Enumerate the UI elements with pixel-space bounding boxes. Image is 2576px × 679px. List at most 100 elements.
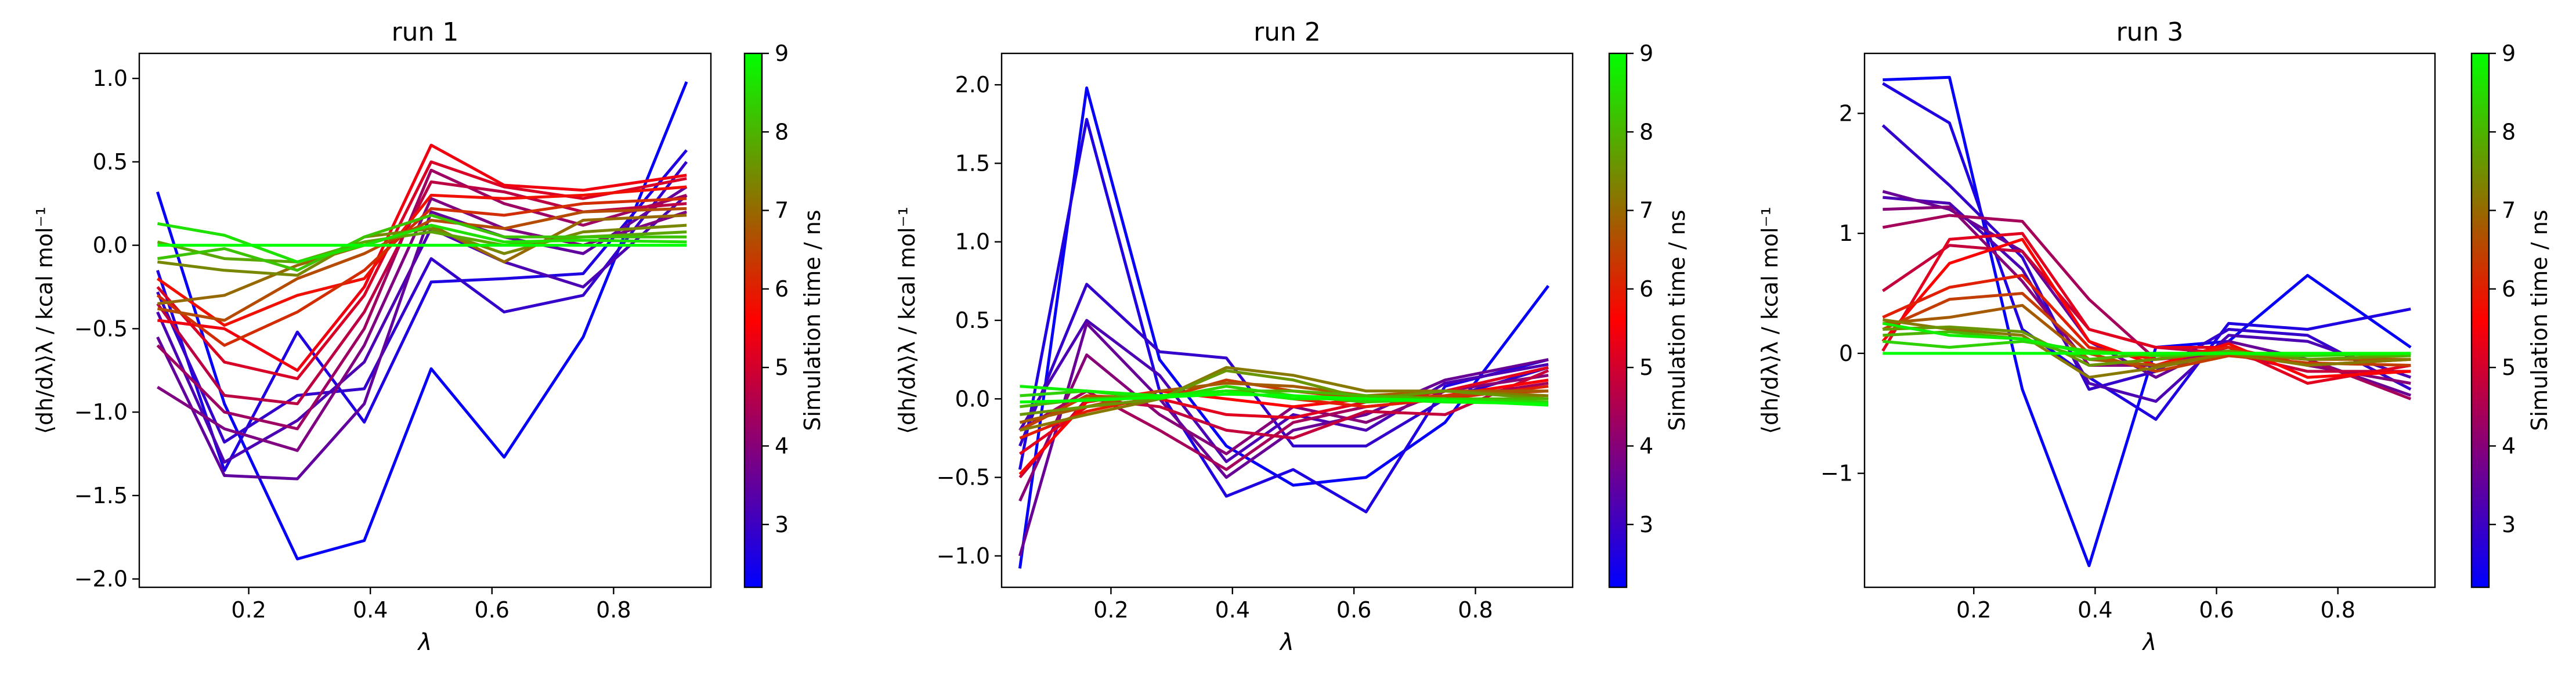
series-line-14 <box>1883 318 2411 379</box>
y-axis-label: ⟨dh/dλ⟩λ / kcal mol⁻¹ <box>894 207 920 434</box>
colorbar-tick-label: 6 <box>1639 276 1653 302</box>
colorbar-tick-label: 5 <box>775 355 789 380</box>
y-tick-label: 1.0 <box>93 66 128 91</box>
x-tick-label: 0.2 <box>1093 597 1128 623</box>
series-line-5 <box>1018 322 1549 557</box>
x-tick-label: 0.8 <box>596 597 631 623</box>
y-tick-label: −1 <box>1820 461 1853 486</box>
colorbar-tick-label: 5 <box>2502 355 2516 380</box>
colorbar-frame <box>1608 52 1628 588</box>
y-tick-label: 1.5 <box>955 150 990 176</box>
series-line-4 <box>1883 196 2412 403</box>
y-tick-label: 0.5 <box>93 149 128 175</box>
y-tick-label: 2 <box>1839 100 1853 126</box>
x-axis-label: λ <box>2142 629 2157 656</box>
y-tick-label: 1 <box>1839 221 1853 246</box>
axes-frame <box>138 52 712 588</box>
x-tick-label: 0.6 <box>2199 597 2234 623</box>
series-line-6 <box>157 197 687 452</box>
chart-title: run 3 <box>2116 17 2184 47</box>
colorbar-label: Simulation time / ns <box>800 210 825 431</box>
series-line-3 <box>1881 124 2412 391</box>
colorbar-tick-label: 7 <box>1639 198 1653 223</box>
colorbar-label: Simulation time / ns <box>2527 210 2552 431</box>
colorbar-tick-label: 3 <box>1639 512 1653 537</box>
colorbar-tick-label: 4 <box>775 433 789 458</box>
colorbar-tick-label: 4 <box>1639 433 1653 458</box>
x-axis-label: λ <box>417 629 432 656</box>
y-tick-label: −1.0 <box>937 543 990 569</box>
chart-panel-2: run 2 0.2 0.4 0.6 0.8 −1.0 −0.5 0.0 0.5 1.0 1.5 2.0… <box>894 17 1690 656</box>
y-tick-label: −1.0 <box>74 399 128 425</box>
series-line-10 <box>157 143 687 372</box>
colorbar-tick-label: 5 <box>1639 355 1653 380</box>
series-line-19 <box>1020 392 1549 407</box>
x-tick-label: 0.2 <box>1956 597 1991 623</box>
colorbar-tick-label: 4 <box>2502 433 2516 458</box>
chart-title: run 2 <box>1253 17 1321 47</box>
colorbar-frame <box>743 52 763 588</box>
chart-panel-1: run 1 0.2 0.4 0.6 0.8 −2.0 −1.5 −1.0 −0.5 0.0 0.5 1… <box>32 17 825 656</box>
series-line-1 <box>156 81 688 561</box>
series-line-2 <box>156 149 688 472</box>
x-axis-label: λ <box>1279 629 1294 656</box>
series-line-18 <box>157 222 687 263</box>
series-line-12 <box>156 197 687 347</box>
chart-title: run 1 <box>392 17 459 47</box>
colorbar-tick-label: 6 <box>775 276 789 302</box>
y-axis-label: ⟨dh/dλ⟩λ / kcal mol⁻¹ <box>1757 207 1783 434</box>
series-line-1 <box>1883 75 2412 568</box>
x-tick-label: 0.4 <box>1215 597 1250 623</box>
colorbar-tick-label: 3 <box>775 512 789 537</box>
y-tick-label: 0 <box>1839 341 1853 366</box>
y-tick-label: −2.0 <box>74 566 128 592</box>
series-line-2 <box>1018 118 1549 514</box>
colorbar-tick-label: 3 <box>2502 512 2516 537</box>
colorbar-tick-label: 9 <box>2502 41 2516 66</box>
series-line-1 <box>1018 86 1550 569</box>
axes-frame <box>1863 52 2436 588</box>
y-tick-label: 0.5 <box>955 308 990 333</box>
colorbar-tick-label: 7 <box>2502 198 2516 223</box>
y-tick-label: 0.0 <box>93 233 128 258</box>
y-tick-label: −0.5 <box>74 316 128 341</box>
colorbar <box>2472 53 2489 587</box>
y-tick-label: 1.0 <box>955 229 990 255</box>
colorbar <box>745 53 762 587</box>
x-tick-label: 0.4 <box>353 597 388 623</box>
chart-panel-3: run 3 0.2 0.4 0.6 0.8 −1 0 1 2 λ ⟨dh/dλ⟩λ / kcal m… <box>1757 17 2552 656</box>
y-tick-label: −1.5 <box>74 483 128 508</box>
series-group <box>1881 75 2412 568</box>
x-tick-label: 0.2 <box>231 597 266 623</box>
x-tick-label: 0.8 <box>1458 597 1493 623</box>
y-tick-label: 0.0 <box>955 386 990 411</box>
colorbar-frame <box>2470 52 2490 588</box>
colorbar-tick-label: 9 <box>1639 41 1653 66</box>
series-line-5 <box>156 185 688 481</box>
series-line-11 <box>156 185 687 327</box>
x-tick-label: 0.6 <box>1336 597 1371 623</box>
series-group <box>1018 86 1550 569</box>
colorbar-tick-label: 8 <box>1639 119 1653 145</box>
colorbar-tick-label: 8 <box>775 119 789 145</box>
series-line-8 <box>156 180 687 406</box>
y-tick-label: 2.0 <box>955 72 990 97</box>
colorbar-tick-label: 7 <box>775 198 789 223</box>
y-tick-label: −0.5 <box>937 465 990 490</box>
y-axis-label: ⟨dh/dλ⟩λ / kcal mol⁻¹ <box>32 207 57 434</box>
colorbar <box>1609 53 1627 587</box>
colorbar-tick-label: 8 <box>2502 119 2516 145</box>
x-tick-label: 0.4 <box>2078 597 2112 623</box>
series-line-17 <box>157 214 687 272</box>
colorbar-label: Simulation time / ns <box>1664 210 1690 431</box>
colorbar-tick-label: 6 <box>2502 276 2516 302</box>
series-line-15 <box>1020 369 1549 416</box>
series-group <box>156 81 688 561</box>
x-tick-label: 0.8 <box>2320 597 2355 623</box>
series-line-4 <box>156 194 688 464</box>
x-tick-label: 0.6 <box>475 597 510 623</box>
series-line-9 <box>1881 232 2411 385</box>
series-line-3 <box>156 161 688 444</box>
colorbar-tick-label: 9 <box>775 41 789 66</box>
